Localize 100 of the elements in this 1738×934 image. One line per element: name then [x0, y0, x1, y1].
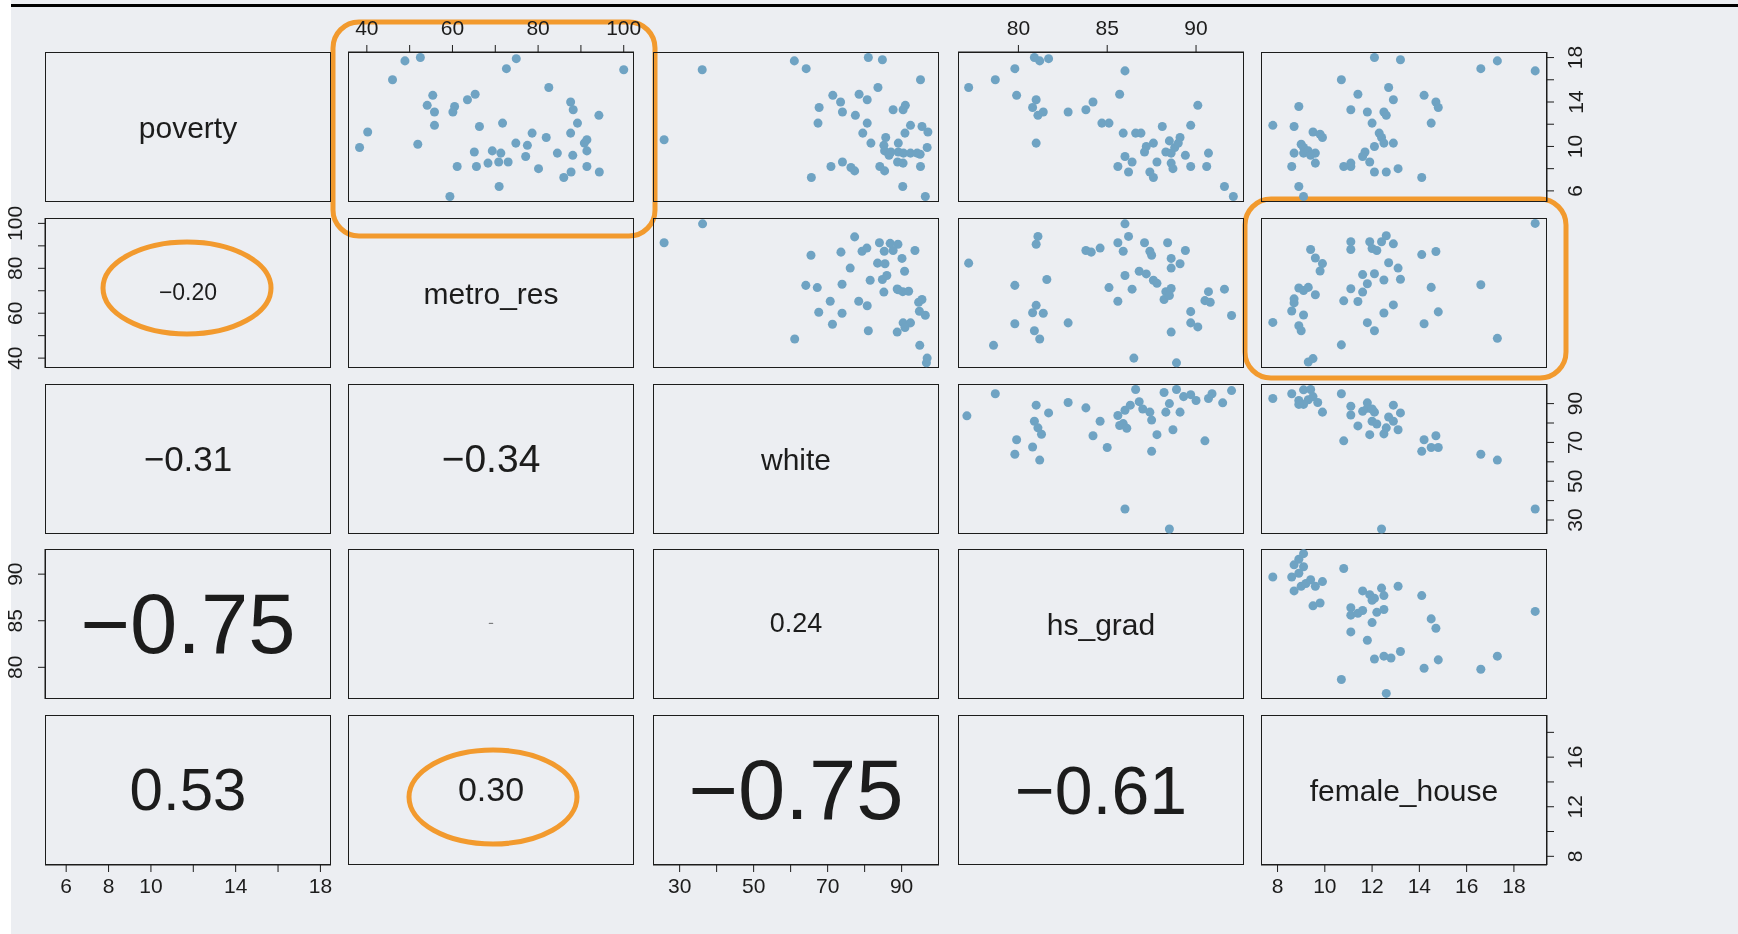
- point: [1063, 107, 1073, 117]
- point: [1134, 397, 1144, 407]
- point: [1379, 308, 1389, 318]
- annotation: −0.75: [688, 742, 904, 838]
- point: [863, 53, 873, 63]
- point: [1433, 103, 1443, 113]
- point: [806, 173, 816, 183]
- point: [814, 307, 824, 317]
- point: [415, 53, 425, 63]
- point: [814, 103, 824, 113]
- y-tick-label: 85: [3, 609, 27, 633]
- y-tick-label: 80: [3, 655, 27, 679]
- point: [1377, 583, 1387, 593]
- point: [880, 166, 890, 176]
- point: [1102, 442, 1112, 452]
- point: [1113, 296, 1123, 306]
- point: [1365, 157, 1375, 167]
- point: [904, 286, 914, 296]
- point: [850, 232, 860, 242]
- point: [873, 83, 883, 93]
- point: [1367, 618, 1377, 628]
- x-tick-label: 16: [1454, 874, 1479, 897]
- point: [1010, 319, 1020, 329]
- point: [363, 127, 373, 137]
- y-tick-label: 16: [1563, 745, 1587, 769]
- point: [1118, 246, 1128, 256]
- point: [474, 121, 484, 131]
- point: [1127, 284, 1137, 294]
- point: [1038, 308, 1048, 318]
- point: [1492, 56, 1502, 66]
- point: [1433, 655, 1443, 665]
- point: [1310, 158, 1320, 168]
- point: [1140, 238, 1150, 248]
- point: [1268, 572, 1278, 582]
- point: [1207, 389, 1217, 399]
- point: [1164, 399, 1174, 409]
- y-tick-label: 70: [1563, 430, 1587, 455]
- point: [1492, 333, 1502, 343]
- point: [582, 146, 592, 156]
- point: [845, 263, 855, 273]
- point: [1317, 577, 1327, 587]
- y-tick-label: 30: [1563, 508, 1587, 532]
- point: [429, 107, 439, 117]
- point: [1140, 147, 1150, 157]
- point: [1088, 431, 1098, 441]
- point: [1035, 56, 1045, 66]
- point: [1180, 150, 1190, 160]
- point: [1031, 138, 1041, 148]
- point: [1186, 318, 1196, 328]
- point: [522, 140, 532, 150]
- point: [496, 148, 506, 158]
- point: [828, 90, 838, 100]
- point: [888, 246, 898, 256]
- point: [1035, 455, 1045, 465]
- point: [1417, 591, 1427, 601]
- point: [1419, 663, 1429, 673]
- point: [1113, 161, 1123, 171]
- point: [1088, 97, 1098, 107]
- point: [471, 161, 481, 171]
- point: [1164, 136, 1174, 146]
- point: [1476, 449, 1486, 459]
- point: [865, 275, 875, 285]
- point: [920, 310, 930, 320]
- point: [1419, 90, 1429, 100]
- text: −0.31: [143, 438, 233, 479]
- point: [1431, 431, 1441, 441]
- point: [1012, 435, 1022, 445]
- point: [862, 118, 872, 128]
- point: [990, 389, 1000, 399]
- x-tick-label: 90: [889, 874, 914, 897]
- point: [1353, 297, 1363, 307]
- point: [1358, 605, 1368, 615]
- point: [850, 166, 860, 176]
- point: [698, 219, 708, 229]
- point: [1395, 646, 1405, 656]
- point: [888, 105, 898, 115]
- point: [1186, 120, 1196, 130]
- point: [1124, 231, 1134, 241]
- point: [1168, 425, 1178, 435]
- y-tick-label: 12: [1563, 795, 1587, 819]
- point: [1038, 107, 1048, 117]
- point: [1346, 610, 1356, 620]
- point: [1202, 161, 1212, 171]
- point: [1476, 280, 1486, 290]
- point: [462, 95, 472, 105]
- point: [1141, 269, 1151, 279]
- point: [1124, 167, 1134, 177]
- point: [1377, 237, 1387, 247]
- point: [1115, 89, 1125, 99]
- point: [962, 411, 972, 421]
- point: [1336, 340, 1346, 350]
- point: [1303, 282, 1313, 292]
- point: [1161, 407, 1171, 417]
- point: [1148, 173, 1158, 183]
- point: [789, 56, 799, 66]
- point: [1379, 605, 1389, 615]
- point: [1358, 586, 1368, 596]
- point: [1426, 118, 1436, 128]
- point: [572, 118, 582, 128]
- point: [1029, 326, 1039, 336]
